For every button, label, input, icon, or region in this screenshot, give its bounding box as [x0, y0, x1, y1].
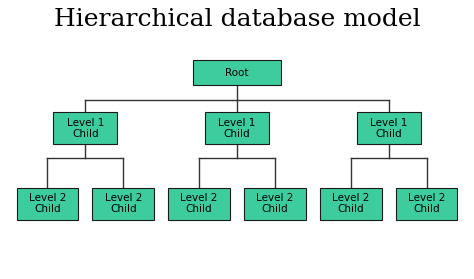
FancyBboxPatch shape: [205, 112, 269, 145]
Text: Root: Root: [225, 68, 249, 78]
FancyBboxPatch shape: [17, 187, 78, 220]
FancyBboxPatch shape: [396, 187, 457, 220]
Text: Level 2
Child: Level 2 Child: [256, 193, 293, 215]
Text: Level 1
Child: Level 1 Child: [370, 117, 407, 139]
Text: Hierarchical database model: Hierarchical database model: [54, 8, 420, 31]
Text: Level 1
Child: Level 1 Child: [219, 117, 255, 139]
FancyBboxPatch shape: [244, 187, 306, 220]
FancyBboxPatch shape: [92, 187, 154, 220]
FancyBboxPatch shape: [356, 112, 420, 145]
Text: Level 2
Child: Level 2 Child: [332, 193, 369, 215]
Text: Level 1
Child: Level 1 Child: [67, 117, 104, 139]
FancyBboxPatch shape: [320, 187, 382, 220]
FancyBboxPatch shape: [53, 112, 117, 145]
FancyBboxPatch shape: [193, 60, 281, 85]
Text: Level 2
Child: Level 2 Child: [408, 193, 445, 215]
Text: Level 2
Child: Level 2 Child: [29, 193, 66, 215]
FancyBboxPatch shape: [168, 187, 230, 220]
Text: Level 2
Child: Level 2 Child: [181, 193, 218, 215]
Text: Level 2
Child: Level 2 Child: [105, 193, 142, 215]
